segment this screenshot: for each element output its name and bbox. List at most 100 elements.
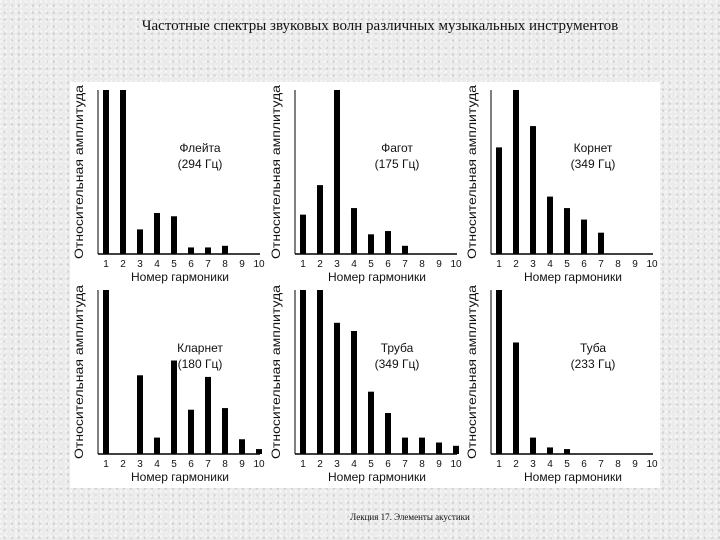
instrument-frequency: (233 Гц) [571, 357, 616, 371]
x-tick-label: 9 [239, 259, 245, 270]
instrument-frequency: (180 Гц) [178, 357, 223, 371]
y-axis-label: Относительная амплитуда [465, 85, 479, 259]
bar-harmonic-8 [222, 408, 228, 454]
bar-harmonic-2 [120, 90, 126, 254]
x-tick-label: 6 [385, 459, 391, 470]
instrument-name: Труба [381, 341, 414, 355]
instrument-frequency: (349 Гц) [571, 157, 616, 171]
bar-harmonic-10 [453, 445, 459, 454]
bar-harmonic-1 [103, 290, 109, 454]
x-tick-label: 3 [137, 459, 143, 470]
x-tick-label: 9 [632, 459, 638, 470]
x-tick-label: 9 [436, 259, 442, 270]
chart-panel-1: Относительная амплитуда 1 2 3 4 5 6 7 8 9 10 Номер … [72, 85, 265, 284]
x-tick-label: 6 [188, 259, 194, 270]
bar-harmonic-5 [368, 234, 374, 254]
bar-harmonic-1 [300, 214, 306, 254]
x-tick-label: 4 [154, 259, 160, 270]
instrument-name: Фагот [381, 141, 413, 155]
bar-harmonic-4 [154, 213, 160, 254]
slide-footer: Лекция 17. Элементы акустики [350, 512, 470, 522]
bar-harmonic-5 [171, 216, 177, 254]
instrument-name: Корнет [574, 141, 613, 155]
chart-panel-4: Относительная амплитуда 1 2 3 4 5 6 7 8 9 10 Номер … [72, 285, 265, 484]
bar-harmonic-2 [317, 185, 323, 254]
x-tick-label: 10 [646, 459, 658, 470]
x-tick-label: 5 [368, 259, 374, 270]
y-axis-label: Относительная амплитуда [465, 285, 479, 459]
instrument-name: Кларнет [177, 341, 223, 355]
x-tick-label: 3 [137, 259, 143, 270]
x-tick-label: 3 [530, 459, 536, 470]
x-tick-label: 10 [450, 459, 462, 470]
x-tick-label: 1 [496, 259, 502, 270]
bar-harmonic-5 [171, 360, 177, 454]
bar-harmonic-2 [317, 290, 323, 454]
x-tick-label: 7 [205, 259, 211, 270]
bar-harmonic-6 [188, 409, 194, 454]
instrument-frequency: (349 Гц) [375, 357, 420, 371]
chart-panel-6: Относительная амплитуда 1 2 3 4 5 6 7 8 9 10 Номер … [465, 285, 658, 484]
bar-harmonic-6 [385, 231, 391, 254]
x-tick-label: 10 [450, 259, 462, 270]
x-tick-label: 5 [368, 459, 374, 470]
bar-harmonic-4 [547, 447, 553, 454]
x-tick-label: 2 [120, 259, 126, 270]
x-tick-label: 6 [581, 259, 587, 270]
bar-harmonic-3 [137, 375, 143, 454]
x-tick-label: 5 [171, 259, 177, 270]
chart-panel-5: Относительная амплитуда 1 2 3 4 5 6 7 8 9 10 Номер … [269, 285, 462, 484]
bar-harmonic-2 [513, 342, 519, 454]
instrument-name: Флейта [179, 141, 220, 155]
x-tick-label: 7 [402, 459, 408, 470]
x-tick-label: 9 [632, 259, 638, 270]
y-axis-label: Относительная амплитуда [269, 85, 283, 259]
bar-harmonic-1 [496, 147, 502, 254]
x-tick-label: 8 [615, 459, 621, 470]
bar-harmonic-7 [205, 376, 211, 454]
x-tick-label: 1 [103, 259, 109, 270]
x-tick-label: 1 [300, 259, 306, 270]
x-tick-label: 9 [436, 459, 442, 470]
bar-harmonic-8 [419, 437, 425, 454]
bar-harmonic-3 [137, 229, 143, 254]
x-tick-label: 4 [351, 459, 357, 470]
x-tick-label: 8 [222, 259, 228, 270]
instrument-frequency: (175 Гц) [375, 157, 420, 171]
x-tick-label: 3 [530, 259, 536, 270]
bar-harmonic-7 [402, 437, 408, 454]
instrument-frequency: (294 Гц) [178, 157, 223, 171]
x-tick-label: 8 [615, 259, 621, 270]
x-axis-label: Номер гармоники [524, 470, 622, 484]
bar-harmonic-3 [334, 90, 340, 254]
x-tick-label: 7 [402, 259, 408, 270]
x-tick-label: 2 [513, 259, 519, 270]
y-axis-label: Относительная амплитуда [72, 285, 86, 459]
bar-harmonic-8 [222, 245, 228, 254]
bar-harmonic-5 [564, 208, 570, 254]
x-tick-label: 2 [120, 459, 126, 470]
bar-harmonic-1 [300, 290, 306, 454]
chart-panel-3: Относительная амплитуда 1 2 3 4 5 6 7 8 9 10 Номер … [465, 85, 658, 284]
x-tick-label: 4 [351, 259, 357, 270]
slide-title: Частотные спектры звуковых волн различны… [141, 18, 619, 34]
bar-harmonic-4 [547, 196, 553, 254]
x-axis-label: Номер гармоники [328, 470, 426, 484]
x-tick-label: 4 [154, 459, 160, 470]
x-tick-label: 8 [419, 259, 425, 270]
x-tick-label: 8 [222, 459, 228, 470]
bar-harmonic-3 [530, 437, 536, 454]
x-axis-label: Номер гармоники [131, 270, 229, 284]
y-axis-label: Относительная амплитуда [72, 85, 86, 259]
x-tick-label: 3 [334, 459, 340, 470]
x-tick-label: 1 [496, 459, 502, 470]
bar-harmonic-7 [598, 232, 604, 254]
bar-harmonic-1 [496, 290, 502, 454]
instrument-name: Туба [580, 341, 606, 355]
bar-harmonic-4 [154, 437, 160, 454]
x-tick-label: 6 [188, 459, 194, 470]
bar-harmonic-10 [256, 449, 262, 454]
x-tick-label: 2 [317, 459, 323, 470]
x-tick-label: 5 [171, 459, 177, 470]
